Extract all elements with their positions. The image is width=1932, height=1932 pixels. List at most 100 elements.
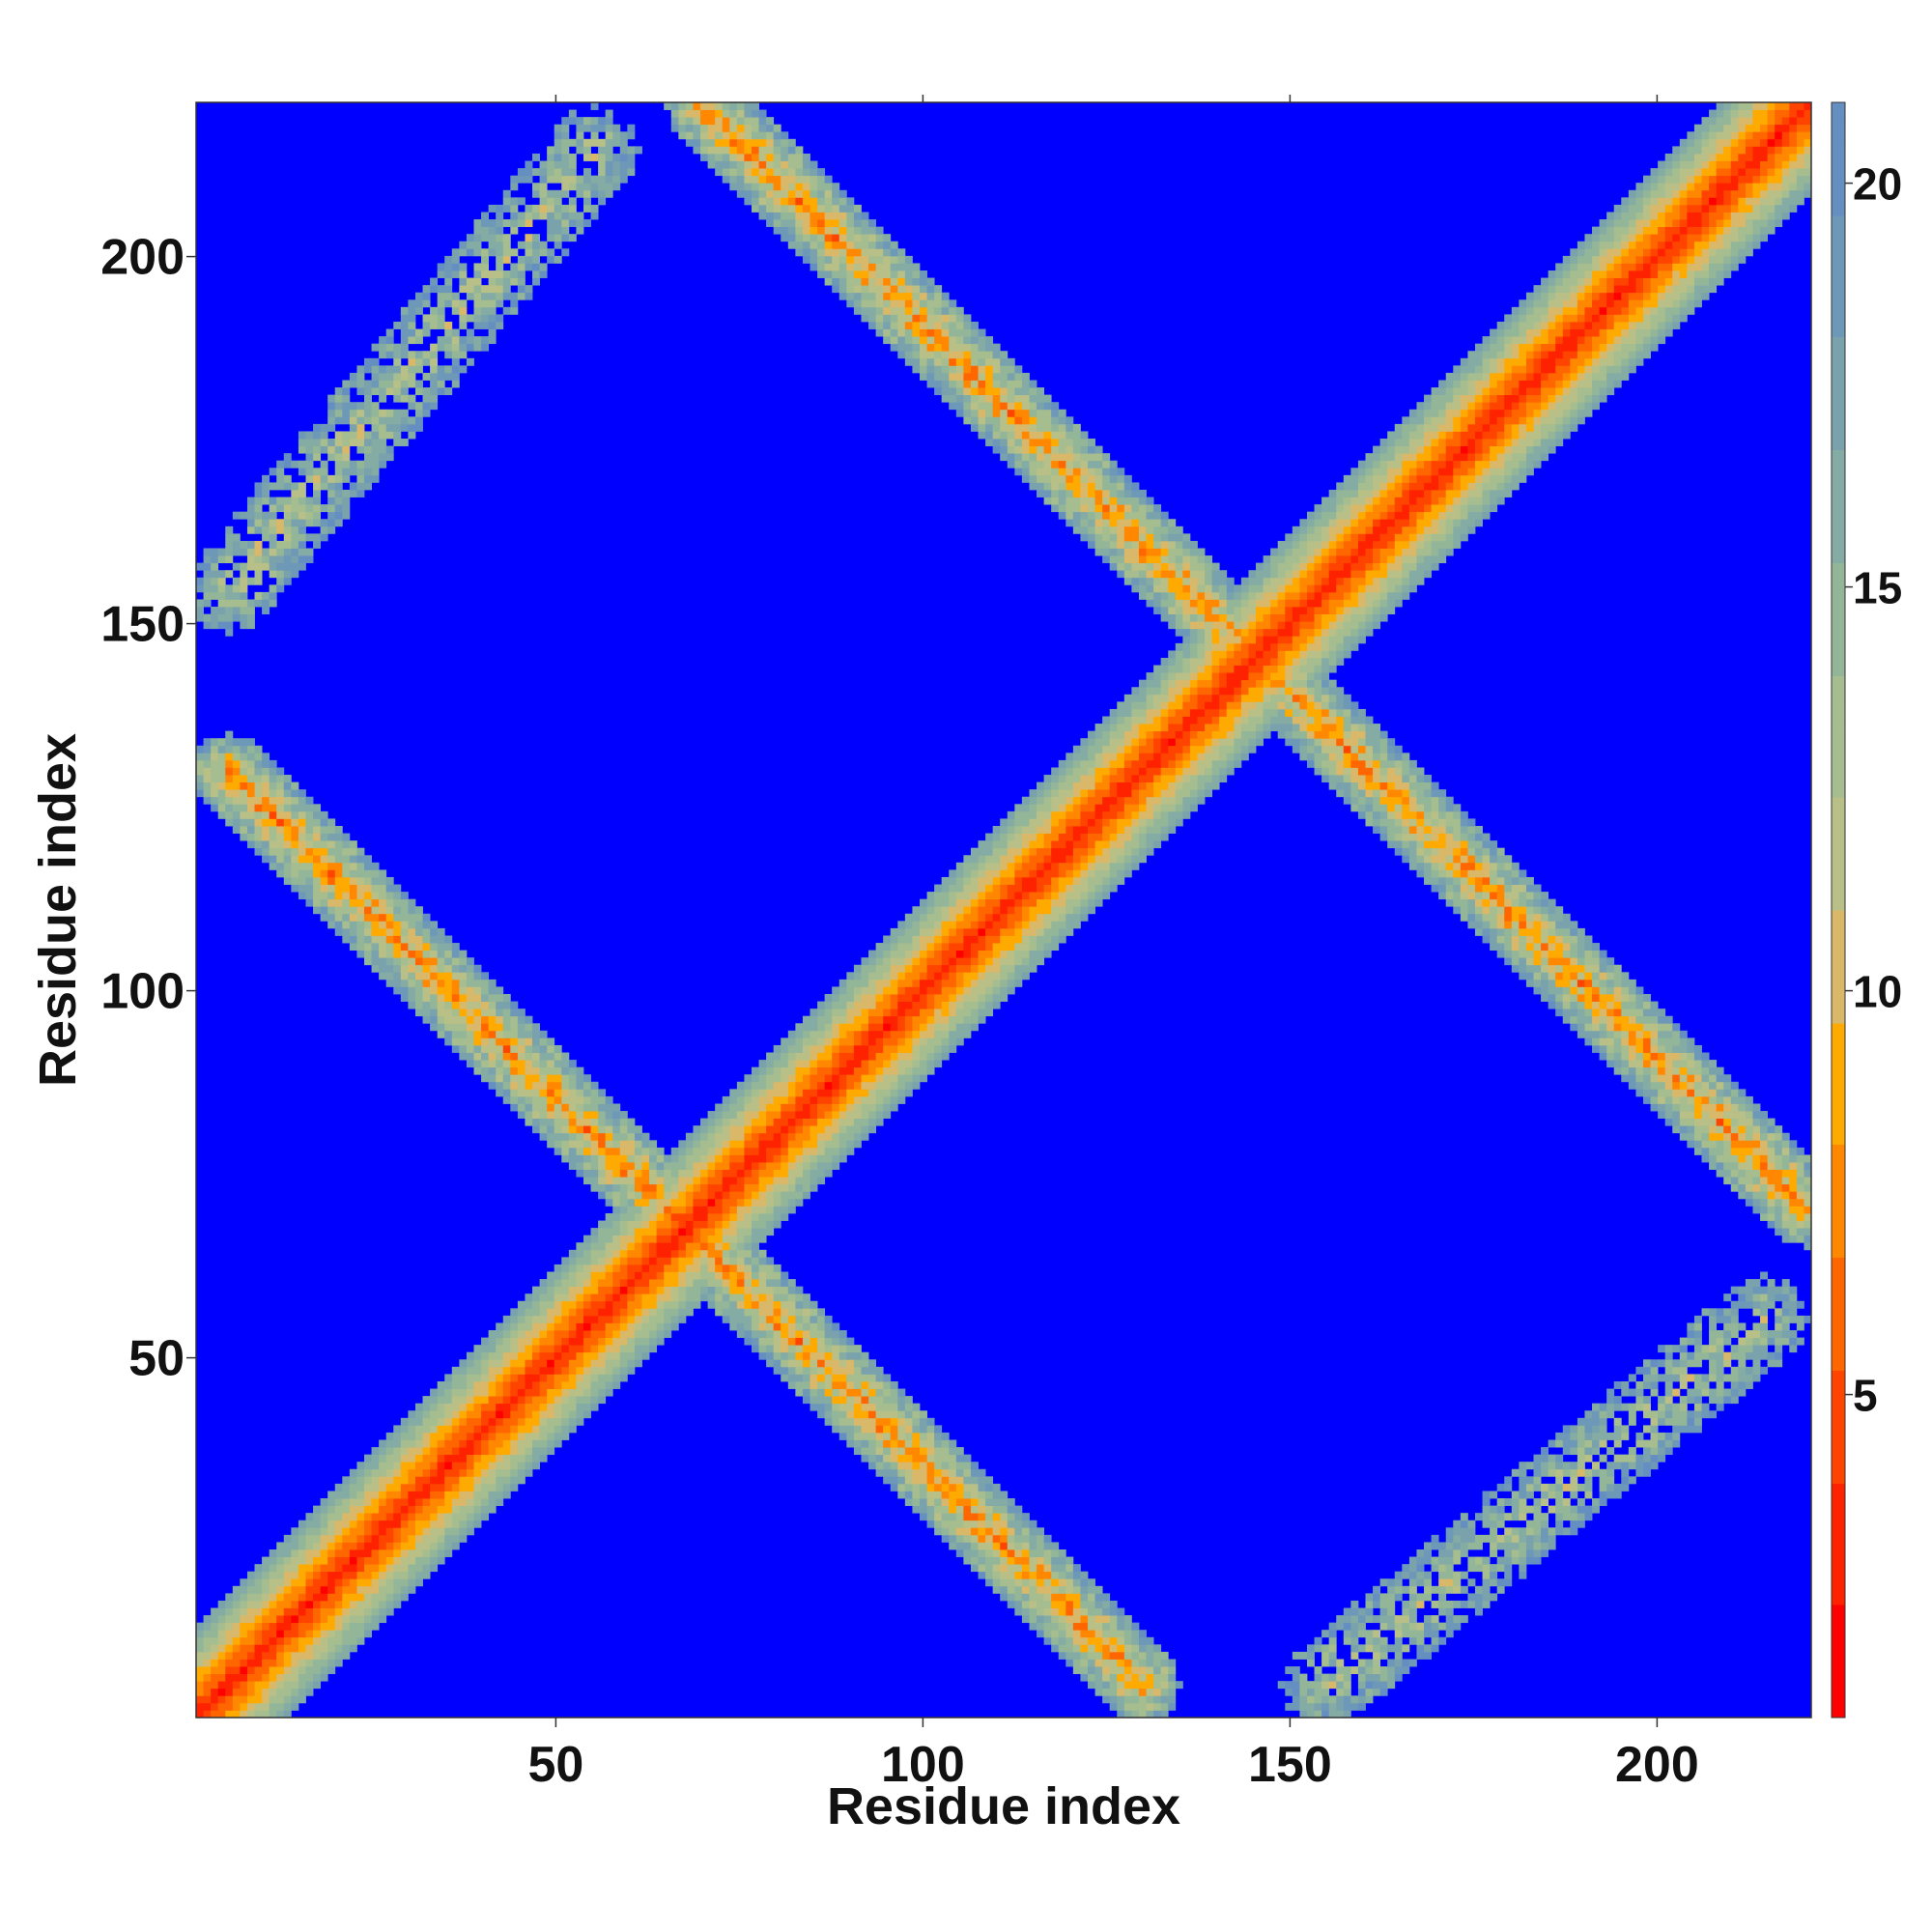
- heatmap-cell: [539, 1300, 555, 1309]
- heatmap-cell: [444, 1476, 460, 1485]
- heatmap-cell: [912, 1425, 921, 1434]
- heatmap-cell: [342, 892, 351, 900]
- heatmap-cell: [941, 1498, 950, 1506]
- heatmap-cell: [1029, 957, 1045, 966]
- heatmap-cell: [488, 1432, 497, 1440]
- heatmap-cell: [1037, 833, 1045, 841]
- heatmap-cell: [554, 1322, 570, 1331]
- heatmap-cell: [1511, 906, 1527, 915]
- heatmap-cell: [1007, 826, 1015, 834]
- heatmap-cell: [582, 1081, 591, 1090]
- heatmap-cell: [904, 1403, 913, 1411]
- heatmap-cell: [619, 1125, 628, 1134]
- heatmap-cell: [459, 1534, 468, 1543]
- heatmap-cell: [473, 1009, 482, 1017]
- heatmap-cell: [627, 1359, 636, 1368]
- heatmap-cell: [1065, 906, 1074, 915]
- heatmap-cell: [291, 810, 299, 819]
- heatmap-cell: [641, 1183, 658, 1192]
- heatmap-cell: [817, 1009, 826, 1017]
- heatmap-cell: [1482, 884, 1498, 893]
- heatmap-cell: [1168, 818, 1177, 827]
- heatmap-cell: [1577, 1425, 1585, 1434]
- heatmap-cell: [342, 913, 351, 922]
- heatmap-cell: [408, 921, 416, 929]
- heatmap-cell: [941, 979, 957, 987]
- heatmap-cell: [1650, 1388, 1659, 1397]
- heatmap-cell: [649, 1279, 665, 1288]
- heatmap-cell: [1029, 1585, 1037, 1594]
- heatmap-cell: [408, 1578, 416, 1587]
- heatmap-cell: [385, 898, 394, 907]
- heatmap-cell: [1628, 1417, 1636, 1426]
- heatmap-cell: [1445, 1607, 1454, 1616]
- heatmap-cell: [313, 1644, 328, 1653]
- heatmap-cell: [1094, 810, 1103, 819]
- heatmap-cell: [934, 906, 943, 915]
- heatmap-cell: [627, 1132, 636, 1141]
- heatmap-cell: [1745, 1111, 1753, 1120]
- heatmap-cell: [934, 1454, 957, 1463]
- heatmap-cell: [444, 1403, 460, 1411]
- heatmap-cell: [240, 1600, 248, 1608]
- heatmap-cell: [1775, 1220, 1783, 1229]
- heatmap-cell: [904, 1468, 913, 1477]
- heatmap-cell: [619, 1279, 628, 1288]
- heatmap-cell: [1175, 818, 1183, 827]
- heatmap-cell: [459, 1359, 468, 1368]
- heatmap-cell: [1760, 1154, 1769, 1163]
- heatmap-cell: [1490, 892, 1498, 900]
- heatmap-cell: [1328, 1659, 1337, 1667]
- heatmap-cell: [1658, 1439, 1666, 1448]
- heatmap-cell: [444, 1548, 453, 1557]
- heatmap-cell: [1628, 1037, 1636, 1046]
- heatmap-cell: [1541, 898, 1549, 907]
- heatmap-cell: [1474, 898, 1483, 907]
- heatmap-cell: [1328, 1681, 1337, 1690]
- heatmap-cell: [619, 1315, 628, 1323]
- heatmap-cell: [1738, 1359, 1747, 1368]
- heatmap-cell: [547, 1060, 555, 1068]
- heatmap-cell: [568, 1111, 577, 1120]
- heatmap-cell: [342, 898, 351, 907]
- heatmap-cell: [941, 1052, 950, 1061]
- heatmap-cell: [1693, 1060, 1702, 1068]
- heatmap-cell: [349, 892, 357, 900]
- heatmap-cell: [313, 1659, 328, 1667]
- heatmap-cell: [1490, 1542, 1498, 1550]
- heatmap-cell: [342, 1483, 351, 1492]
- heatmap-cell: [985, 869, 1001, 878]
- heatmap-cell: [334, 921, 343, 929]
- heatmap-cell: [912, 1410, 921, 1419]
- heatmap-cell: [364, 921, 372, 929]
- heatmap-cell: [1416, 810, 1425, 819]
- heatmap-cell: [897, 1432, 906, 1440]
- heatmap-cell: [422, 935, 431, 944]
- heatmap-cell: [1504, 1513, 1513, 1521]
- heatmap-cell: [1007, 1542, 1015, 1550]
- heatmap-cell: [459, 964, 468, 973]
- heatmap-cell: [334, 1542, 343, 1550]
- heatmap-cell: [875, 986, 884, 995]
- heatmap-cell: [502, 1439, 511, 1448]
- heatmap-cell: [1424, 847, 1432, 856]
- heatmap-cell: [1599, 1052, 1607, 1061]
- heatmap-cell: [838, 1154, 847, 1163]
- heatmap-cell: [305, 1681, 314, 1690]
- heatmap-cell: [473, 986, 482, 995]
- heatmap-cell: [955, 869, 964, 878]
- heatmap-cell: [810, 1308, 818, 1317]
- heatmap-cell: [1138, 1630, 1147, 1638]
- heatmap-cell: [1775, 1293, 1790, 1302]
- heatmap-cell: [1373, 818, 1381, 827]
- heatmap-cell: [1570, 943, 1578, 952]
- heatmap-cell: [1687, 1351, 1695, 1360]
- heatmap-cell: [810, 1183, 818, 1192]
- heatmap-cell: [955, 1001, 964, 1009]
- heatmap-cell: [853, 1432, 876, 1440]
- heatmap-cell: [1658, 1454, 1666, 1463]
- heatmap-cell: [1804, 1183, 1812, 1192]
- heatmap-cell: [904, 1439, 913, 1448]
- heatmap-cell: [1606, 1483, 1615, 1492]
- heatmap-cell: [196, 1681, 204, 1690]
